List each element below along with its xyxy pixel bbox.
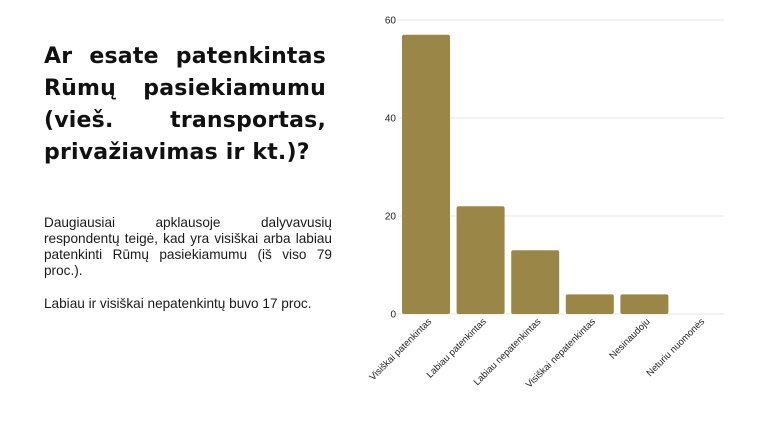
x-category-label-1: Labiau patenkintas [425, 316, 489, 380]
bar-1 [456, 206, 505, 314]
bar-2 [511, 250, 560, 314]
summary-paragraph-satisfied: Daugiausiai apklausoje dalyvavusių respo… [44, 215, 332, 278]
y-tick-label-40: 40 [385, 114, 397, 125]
bars [402, 34, 669, 314]
y-axis-tick-labels: 0 20 40 60 [385, 16, 397, 321]
slide-title: Ar esate patenkintas Rūmų pasiekiamumu (… [44, 44, 326, 165]
y-tick-label-0: 0 [390, 310, 396, 321]
y-tick-label-60: 60 [385, 16, 397, 27]
summary-paragraph-dissatisfied: Labiau ir visiškai nepatenkintų buvo 17 … [44, 296, 312, 311]
bar-4 [620, 294, 669, 314]
y-tick-label-20: 20 [385, 212, 397, 223]
x-category-label-5: Neturiu nuomonės [644, 316, 707, 379]
x-category-label-4: Nesinaudoju [607, 316, 652, 361]
bar-3 [565, 294, 614, 314]
grid-lines [398, 19, 724, 315]
bar-0 [402, 34, 450, 314]
